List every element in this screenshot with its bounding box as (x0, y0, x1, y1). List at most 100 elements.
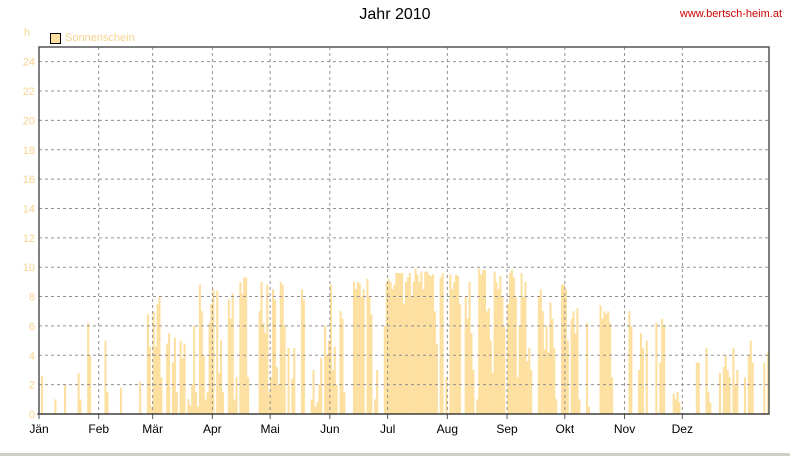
bar-day-242 (503, 325, 506, 414)
bar-day-240 (499, 276, 502, 414)
bar-day-236 (491, 372, 494, 414)
x-tick-label-5: Mai (260, 422, 279, 436)
bar-day-230 (480, 274, 483, 414)
bar-day-255 (528, 347, 531, 414)
y-tick-label: 24 (23, 57, 35, 69)
bar-day-316 (645, 340, 648, 414)
bar-day-36 (106, 391, 109, 414)
bar-day-244 (507, 303, 510, 414)
bar-day-264 (545, 325, 548, 414)
bar-day-64 (160, 377, 163, 414)
bar-day-117 (262, 322, 265, 414)
bar-day-80 (191, 384, 194, 414)
bar-day-143 (312, 369, 315, 414)
bar-day-124 (275, 367, 278, 414)
bar-day-58 (148, 346, 151, 414)
bar-day-279 (574, 333, 577, 414)
bar-day-235 (489, 340, 492, 414)
bar-day-229 (478, 268, 481, 414)
bar-day-100 (229, 318, 232, 414)
bar-day-245 (508, 273, 512, 414)
bar-day-251 (520, 273, 523, 414)
bar-day-138 (302, 299, 305, 414)
bar-day-76 (183, 343, 186, 414)
bar-day-91 (212, 289, 215, 414)
y-tick-label: 16 (23, 174, 35, 186)
bar-day-224 (468, 281, 471, 414)
bar-day-210 (441, 273, 444, 414)
bar-day-314 (641, 347, 644, 414)
bar-day-154 (333, 346, 336, 414)
bar-day-207 (435, 343, 438, 414)
bar-day-275 (566, 340, 569, 414)
bar-day-206 (433, 311, 436, 414)
bar-day-182 (387, 278, 390, 414)
bar-day-67 (166, 343, 169, 414)
bar-day-158 (341, 318, 344, 414)
bar-day-188 (399, 273, 402, 414)
bar-day-22 (79, 399, 82, 414)
bar-day-348 (707, 391, 710, 414)
bar-day-171 (366, 278, 369, 414)
bar-day-103 (235, 377, 238, 414)
bar-day-195 (412, 281, 415, 414)
bar-day-192 (406, 277, 409, 414)
bar-day-60 (152, 311, 155, 414)
bar-day-89 (208, 322, 211, 414)
bar-day-285 (586, 322, 589, 414)
bar-day-35 (104, 340, 107, 414)
x-tick-label-11: Nov (614, 422, 635, 436)
bar-day-196 (414, 268, 417, 414)
bar-day-61 (154, 346, 157, 414)
bar-day-166 (356, 281, 359, 414)
bar-day-359 (728, 377, 731, 414)
bar-day-342 (695, 362, 698, 414)
bar-day-159 (343, 391, 346, 414)
bar-day-223 (466, 318, 469, 414)
bar-day-203 (428, 274, 431, 414)
bar-day-343 (697, 362, 700, 414)
bar-day-292 (599, 305, 602, 414)
bar-day-237 (493, 271, 496, 414)
bar-day-295 (605, 314, 608, 414)
bar-day-78 (187, 399, 190, 414)
bar-day-218 (456, 276, 460, 414)
bar-day-347 (705, 347, 708, 414)
y-tick-label: 18 (23, 145, 35, 157)
bar-day-324 (661, 318, 664, 414)
bar-day-118 (264, 333, 267, 414)
bar-day-356 (722, 367, 725, 414)
bar-day-263 (543, 349, 546, 414)
bar-day-68 (168, 333, 171, 414)
bar-day-273 (562, 284, 565, 414)
x-tick-label-10: Okt (555, 422, 574, 436)
bar-day-137 (300, 289, 304, 414)
bar-day-362 (734, 384, 737, 414)
bar-day-123 (273, 299, 277, 414)
bar-day-226 (472, 369, 475, 414)
bar-day-26 (87, 322, 90, 414)
bar-day-167 (358, 283, 361, 414)
bar-day-2 (40, 375, 44, 414)
bar-day-187 (397, 273, 400, 414)
bar-day-115 (258, 311, 261, 414)
site-link[interactable]: www.bertsch-heim.at (679, 8, 782, 20)
y-tick-label: 12 (23, 233, 35, 245)
bar-day-130 (287, 347, 290, 414)
bar-day-21 (77, 372, 80, 414)
bar-day-108 (245, 277, 248, 414)
bar-day-126 (279, 281, 282, 414)
bar-day-325 (663, 325, 666, 414)
bar-day-106 (241, 293, 244, 414)
bar-day-147 (320, 358, 323, 414)
bar-day-233 (485, 311, 488, 414)
bar-day-262 (541, 311, 544, 414)
bar-day-253 (524, 281, 527, 414)
bar-day-191 (404, 281, 408, 414)
bar-day-116 (260, 281, 263, 414)
bar-day-84 (198, 284, 201, 414)
y-tick-label: 22 (23, 86, 35, 98)
bar-day-90 (210, 303, 213, 414)
bar-day-280 (576, 308, 579, 414)
bar-day-198 (418, 281, 421, 414)
